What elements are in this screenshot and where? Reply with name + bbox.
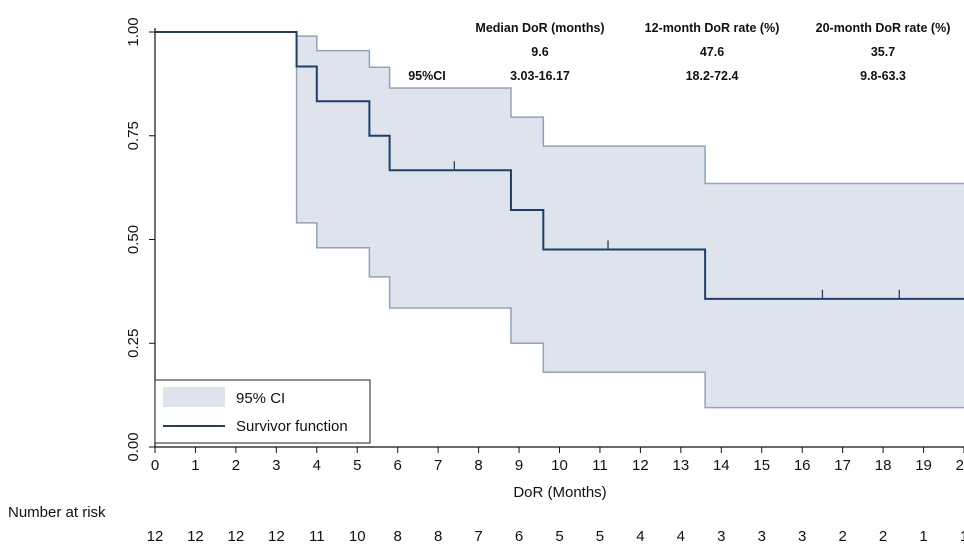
risk-count: 10: [349, 528, 366, 542]
x-tick-label: 7: [434, 457, 442, 474]
risk-count: 4: [636, 528, 644, 542]
ci-band-layer: [155, 31, 964, 409]
legend-ci-swatch: [163, 387, 225, 407]
risk-count: 2: [879, 528, 887, 542]
x-tick-label: 1: [191, 457, 199, 474]
y-tick-label: 0.00: [125, 432, 142, 461]
x-tick-label: 3: [272, 457, 280, 474]
x-tick-label: 16: [794, 457, 811, 474]
x-tick-label: 6: [394, 457, 402, 474]
x-tick-label: 19: [915, 457, 932, 474]
stats-ci-12m: 18.2-72.4: [686, 69, 739, 83]
y-tick-label: 1.00: [125, 17, 142, 46]
survivor-line-layer: [155, 31, 964, 300]
x-tick-label: 9: [515, 457, 523, 474]
axes-layer: 012345678910111213141516171819200.000.25…: [125, 17, 964, 474]
risk-count: 11: [309, 528, 325, 542]
stats-table: Median DoR (months) 12-month DoR rate (%…: [408, 21, 950, 83]
stats-header-median: Median DoR (months): [475, 21, 604, 35]
risk-count: 5: [555, 528, 563, 542]
ci-upper-line: [155, 31, 964, 185]
risk-count: 12: [268, 528, 285, 542]
x-tick-label: 12: [632, 457, 649, 474]
x-tick-label: 17: [834, 457, 851, 474]
risk-count: 8: [394, 528, 402, 542]
risk-table-title: Number at risk: [8, 504, 106, 521]
legend-line-label: Survivor function: [236, 418, 348, 435]
risk-count: 7: [474, 528, 482, 542]
y-tick-label: 0.75: [125, 121, 142, 150]
stats-value-20m: 35.7: [871, 45, 895, 59]
stats-header-20m: 20-month DoR rate (%): [816, 21, 951, 35]
risk-count: 3: [798, 528, 806, 542]
risk-count: 6: [515, 528, 523, 542]
y-tick-label: 0.50: [125, 225, 142, 254]
x-axis-title: DoR (Months): [513, 484, 606, 501]
risk-count: 3: [758, 528, 766, 542]
stats-ci-median: 3.03-16.17: [510, 69, 570, 83]
x-tick-label: 11: [592, 457, 608, 474]
ci-lower-line: [155, 31, 964, 409]
ci-band-fill: [296, 32, 964, 408]
risk-table: 121212121110887655443332211: [147, 528, 964, 545]
x-tick-label: 14: [713, 457, 730, 474]
risk-count: 12: [187, 528, 204, 542]
x-tick-label: 8: [474, 457, 482, 474]
x-tick-label: 2: [232, 457, 240, 474]
stats-ci-20m: 9.8-63.3: [860, 69, 906, 83]
stats-value-12m: 47.6: [700, 45, 724, 59]
x-tick-label: 10: [551, 457, 568, 474]
x-tick-label: 18: [875, 457, 892, 474]
survivor-function-line: [155, 31, 964, 300]
risk-count: 5: [596, 528, 604, 542]
stats-value-median: 9.6: [531, 45, 548, 59]
x-tick-label: 4: [313, 457, 321, 474]
legend: 95% CI Survivor function: [154, 379, 371, 444]
x-tick-label: 5: [353, 457, 361, 474]
stats-ci-label: 95%CI: [408, 69, 446, 83]
x-tick-label: 20: [956, 457, 964, 474]
x-tick-label: 15: [753, 457, 770, 474]
risk-count: 12: [228, 528, 245, 542]
risk-count: 8: [434, 528, 442, 542]
risk-count: 3: [717, 528, 725, 542]
y-tick-label: 0.25: [125, 329, 142, 358]
risk-count: 1: [919, 528, 927, 542]
risk-count: 12: [147, 528, 164, 542]
x-tick-label: 13: [673, 457, 690, 474]
risk-count: 2: [838, 528, 846, 542]
risk-count: 1: [960, 528, 964, 542]
risk-count: 4: [677, 528, 685, 542]
legend-ci-label: 95% CI: [236, 390, 285, 407]
stats-header-12m: 12-month DoR rate (%): [645, 21, 780, 35]
x-tick-label: 0: [151, 457, 159, 474]
